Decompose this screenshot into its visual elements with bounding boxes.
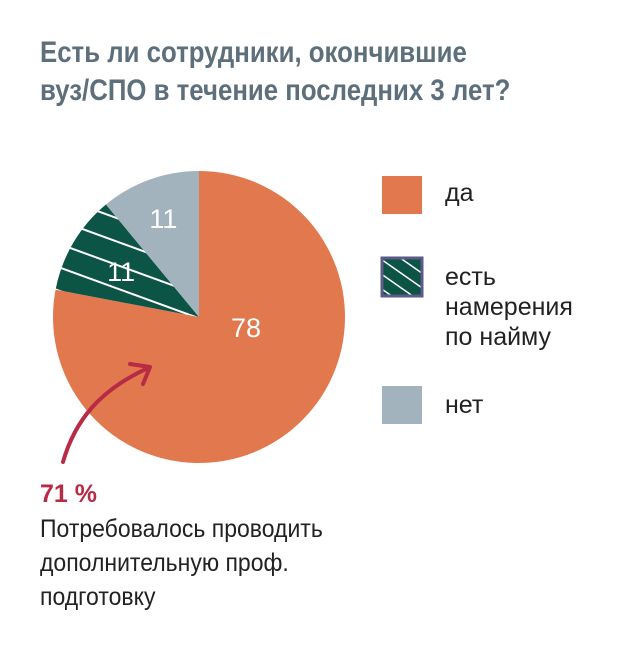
legend-label-hiring-line-1: есть [445,263,496,291]
title-line-2: вуз/СПО в течение последних 3 лет? [40,74,511,107]
legend-swatch-1 [380,256,424,298]
annotation-value: 71 % [40,480,97,508]
annotation-line-3: подготовку [40,583,156,611]
legend-label-no: нет [445,391,484,419]
slice-label-1: 11 [107,257,135,287]
annotation-arrowhead [128,362,152,386]
chart-title: Есть ли сотрудники, окончившие вуз/СПО в… [40,34,522,110]
slice-label-0: 78 [231,313,261,343]
pie-slice-1 [55,204,199,317]
legend-label-hiring: есть намерения по найму [445,262,573,352]
legend-swatch-0 [382,176,422,214]
annotation-line-2: дополнительную проф. [40,549,289,577]
annotation-arrow [61,366,150,464]
annotation-text: Потребовалось проводить дополнительную п… [40,512,323,614]
legend-label-hiring-line-2: намерения [445,293,573,321]
title-line-1: Есть ли сотрудники, окончившие [40,36,467,69]
legend-label-yes: да [445,179,474,207]
slice-label-2: 11 [149,204,177,234]
pie-slice-2 [105,171,199,317]
legend-swatch-2 [382,386,422,424]
annotation-line-1: Потребовалось проводить [40,515,323,543]
legend-label-hiring-line-3: по найму [445,323,552,351]
